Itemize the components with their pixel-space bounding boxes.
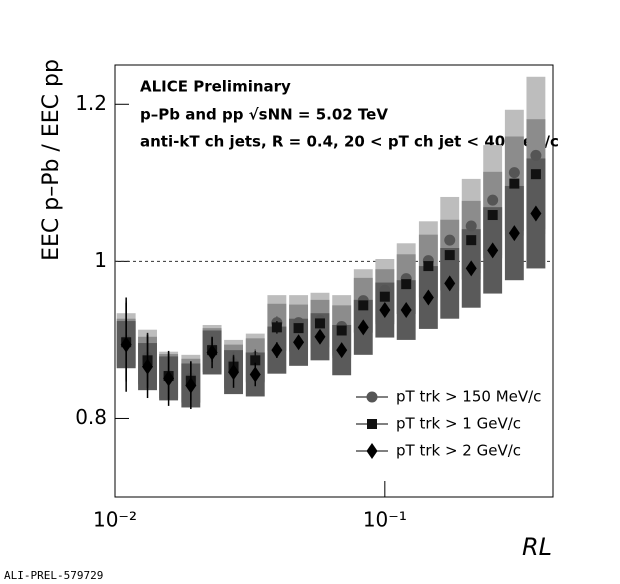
legend-label: pT trk > 1 GeV/c	[396, 415, 521, 433]
point	[465, 220, 477, 232]
point	[508, 167, 520, 179]
point	[293, 334, 305, 351]
point	[422, 289, 434, 306]
point	[466, 235, 477, 246]
point	[487, 194, 499, 206]
point	[271, 342, 283, 359]
x-axis-label: RL	[522, 533, 552, 561]
point	[401, 279, 412, 290]
point	[509, 178, 520, 189]
point	[120, 336, 132, 353]
legend-label: pT trk > 150 MeV/c	[396, 388, 541, 406]
footer: ALI-PREL-579729	[4, 569, 103, 582]
point	[530, 149, 542, 161]
point	[366, 391, 378, 403]
annotation: ALICE Preliminary	[140, 78, 291, 96]
point	[357, 319, 369, 336]
point	[444, 250, 455, 261]
point	[379, 291, 390, 302]
point	[530, 205, 542, 222]
point	[508, 225, 520, 242]
y-axis-label: EEC p–Pb / EEC pp	[39, 59, 64, 261]
point	[379, 302, 391, 319]
point	[530, 169, 541, 180]
y-tick-label: 1	[94, 248, 107, 272]
legend-label: pT trk > 2 GeV/c	[396, 442, 521, 460]
point	[487, 242, 499, 259]
point	[465, 260, 477, 277]
point	[423, 261, 434, 272]
point	[142, 358, 154, 375]
point	[367, 419, 377, 429]
point	[293, 323, 304, 334]
point	[206, 344, 218, 361]
plot-frame	[114, 64, 554, 498]
point	[271, 322, 282, 333]
point	[249, 366, 261, 383]
point	[250, 355, 261, 366]
annotation: p–Pb and pp √sNN = 5.02 TeV	[140, 106, 388, 124]
point	[400, 302, 412, 319]
point	[358, 300, 369, 311]
point	[487, 210, 498, 221]
point	[163, 370, 175, 387]
point	[336, 325, 347, 336]
annotation: anti-kT ch jets, R = 0.4, 20 < pT ch jet…	[140, 133, 559, 151]
point	[444, 234, 456, 246]
point	[185, 377, 197, 394]
point	[314, 318, 325, 329]
x-tick-label: 10⁻¹	[363, 508, 407, 532]
y-tick-label: 1.2	[75, 91, 107, 115]
point	[228, 364, 240, 381]
x-tick-label: 10⁻²	[93, 508, 137, 532]
point	[366, 443, 378, 459]
point	[336, 342, 348, 359]
point	[444, 275, 456, 292]
y-tick-label: 0.8	[75, 405, 107, 429]
point	[314, 328, 326, 345]
